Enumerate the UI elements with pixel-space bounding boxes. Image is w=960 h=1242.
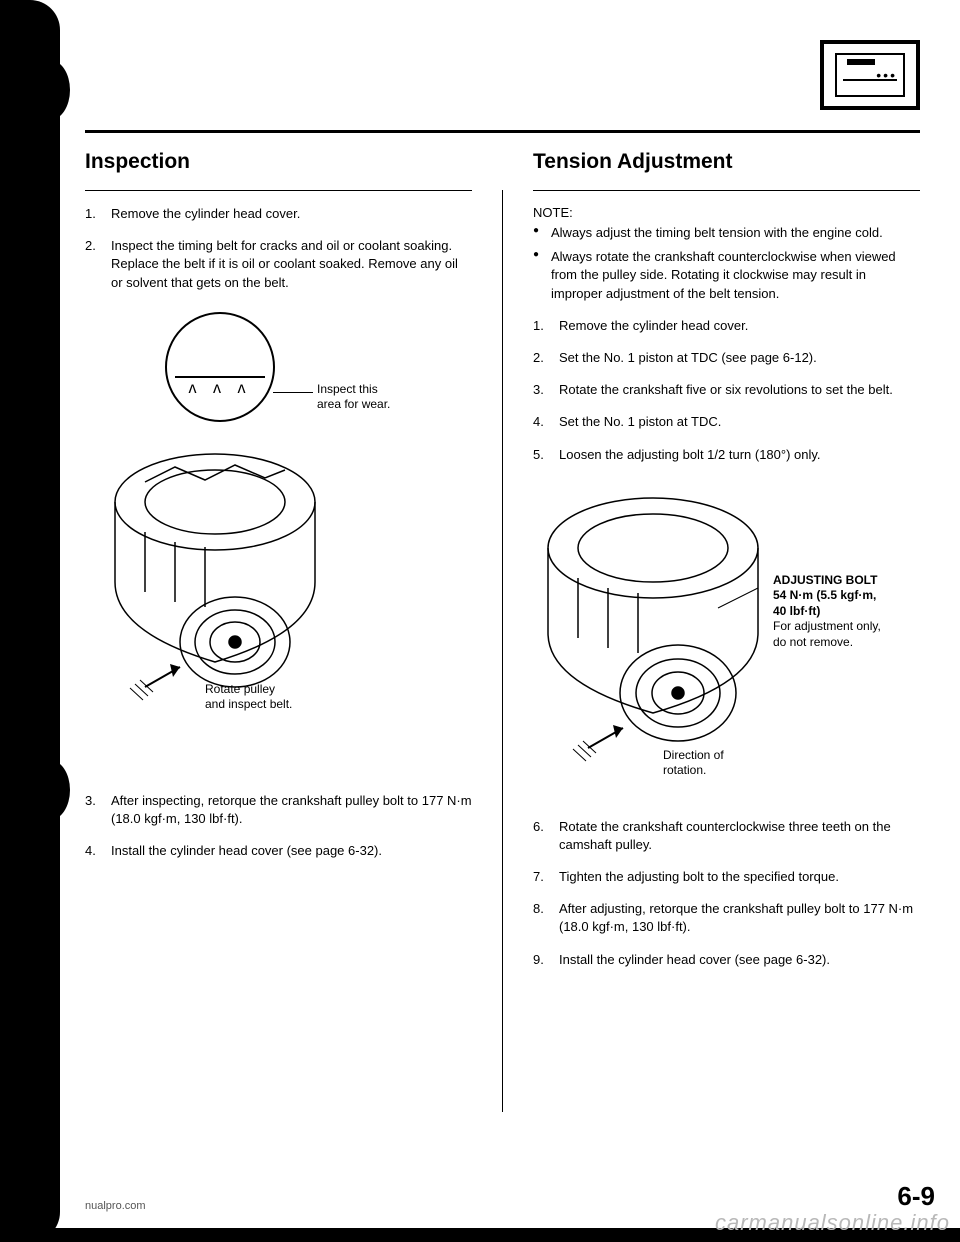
callout-text-content: Inspect this area for wear. [317, 382, 390, 412]
belt-detail-circle [165, 312, 275, 422]
engine-illustration [85, 432, 345, 712]
bolt-spec-note: For adjustment only, do not remove. [773, 619, 881, 649]
leader-line [273, 392, 313, 393]
inspection-steps-top: 1.Remove the cylinder head cover. 2.Insp… [85, 205, 472, 292]
note-item: Always adjust the timing belt tension wi… [533, 224, 920, 242]
callout-direction: Direction of rotation. [663, 748, 724, 779]
bolt-spec-bold: ADJUSTING BOLT 54 N·m (5.5 kgf·m, 40 lbf… [773, 573, 923, 620]
tension-steps-bottom: 6.Rotate the crankshaft counterclockwise… [533, 818, 920, 969]
step-text: Install the cylinder head cover (see pag… [559, 952, 830, 967]
step-text: After inspecting, retorque the crankshaf… [111, 793, 472, 826]
tension-steps-top: 1.Remove the cylinder head cover. 2.Set … [533, 317, 920, 464]
step: 5.Loosen the adjusting bolt 1/2 turn (18… [533, 446, 920, 464]
step-text: Inspect the timing belt for cracks and o… [111, 238, 458, 289]
engine-illustration-right [523, 478, 803, 778]
step: 9.Install the cylinder head cover (see p… [533, 951, 920, 969]
step: 8.After adjusting, retorque the cranksha… [533, 900, 920, 936]
header-rule [85, 130, 920, 133]
step-text: Loosen the adjusting bolt 1/2 turn (180°… [559, 447, 821, 462]
step: 1.Remove the cylinder head cover. [85, 205, 472, 223]
step: 2.Inspect the timing belt for cracks and… [85, 237, 472, 292]
watermark: carmanualsonline.info [715, 1210, 950, 1236]
direction-text: Direction of rotation. [663, 748, 724, 778]
binder-edge [0, 0, 60, 1242]
right-column: Tension Adjustment NOTE: Always adjust t… [533, 150, 920, 1112]
column-divider [502, 190, 503, 1112]
page-number: 6-9 [897, 1181, 935, 1212]
step-text: Remove the cylinder head cover. [559, 318, 748, 333]
step-text: Rotate the crankshaft five or six revolu… [559, 382, 893, 397]
left-title-rule [85, 190, 472, 191]
tension-figure: ADJUSTING BOLT 54 N·m (5.5 kgf·m, 40 lbf… [533, 478, 920, 798]
note-text: Always rotate the crankshaft countercloc… [551, 249, 896, 300]
step-text: Install the cylinder head cover (see pag… [111, 843, 382, 858]
step: 4.Set the No. 1 piston at TDC. [533, 413, 920, 431]
notes-list: Always adjust the timing belt tension wi… [533, 224, 920, 303]
step: 6.Rotate the crankshaft counterclockwise… [533, 818, 920, 854]
step: 4.Install the cylinder head cover (see p… [85, 842, 472, 860]
step-text: After adjusting, retorque the crankshaft… [559, 901, 913, 934]
manual-section-icon [820, 40, 920, 110]
step: 3.After inspecting, retorque the cranksh… [85, 792, 472, 828]
step-text: Set the No. 1 piston at TDC. [559, 414, 721, 429]
callout-rotate-pulley: Rotate pulley and inspect belt. [205, 682, 292, 713]
callout-text-content: Rotate pulley and inspect belt. [205, 682, 292, 712]
step-text: Tighten the adjusting bolt to the specif… [559, 869, 839, 884]
callout-adjusting-bolt: ADJUSTING BOLT 54 N·m (5.5 kgf·m, 40 lbf… [773, 573, 923, 651]
note-item: Always rotate the crankshaft countercloc… [533, 248, 920, 303]
left-title: Inspection [85, 150, 472, 174]
footer-source: nualpro.com [85, 1200, 146, 1212]
callout-inspect-wear: Inspect this area for wear. [317, 382, 390, 413]
step-text: Rotate the crankshaft counterclockwise t… [559, 819, 891, 852]
engine-block-icon [835, 53, 905, 97]
left-column: Inspection 1.Remove the cylinder head co… [85, 150, 472, 1112]
step: 7.Tighten the adjusting bolt to the spec… [533, 868, 920, 886]
step: 2.Set the No. 1 piston at TDC (see page … [533, 349, 920, 367]
page-footer: nualpro.com 6-9 [85, 1181, 935, 1212]
two-column-layout: Inspection 1.Remove the cylinder head co… [85, 150, 920, 1112]
step-text: Set the No. 1 piston at TDC (see page 6-… [559, 350, 817, 365]
page-content: Inspection 1.Remove the cylinder head co… [85, 40, 930, 1182]
step: 3.Rotate the crankshaft five or six revo… [533, 381, 920, 399]
step-text: Remove the cylinder head cover. [111, 206, 300, 221]
right-title-rule [533, 190, 920, 191]
note-text: Always adjust the timing belt tension wi… [551, 225, 883, 240]
right-title: Tension Adjustment [533, 150, 920, 174]
inspection-steps-bottom: 3.After inspecting, retorque the cranksh… [85, 792, 472, 861]
note-label: NOTE: [533, 205, 920, 220]
inspection-figure: Inspect this area for wear. [85, 312, 472, 732]
step: 1.Remove the cylinder head cover. [533, 317, 920, 335]
